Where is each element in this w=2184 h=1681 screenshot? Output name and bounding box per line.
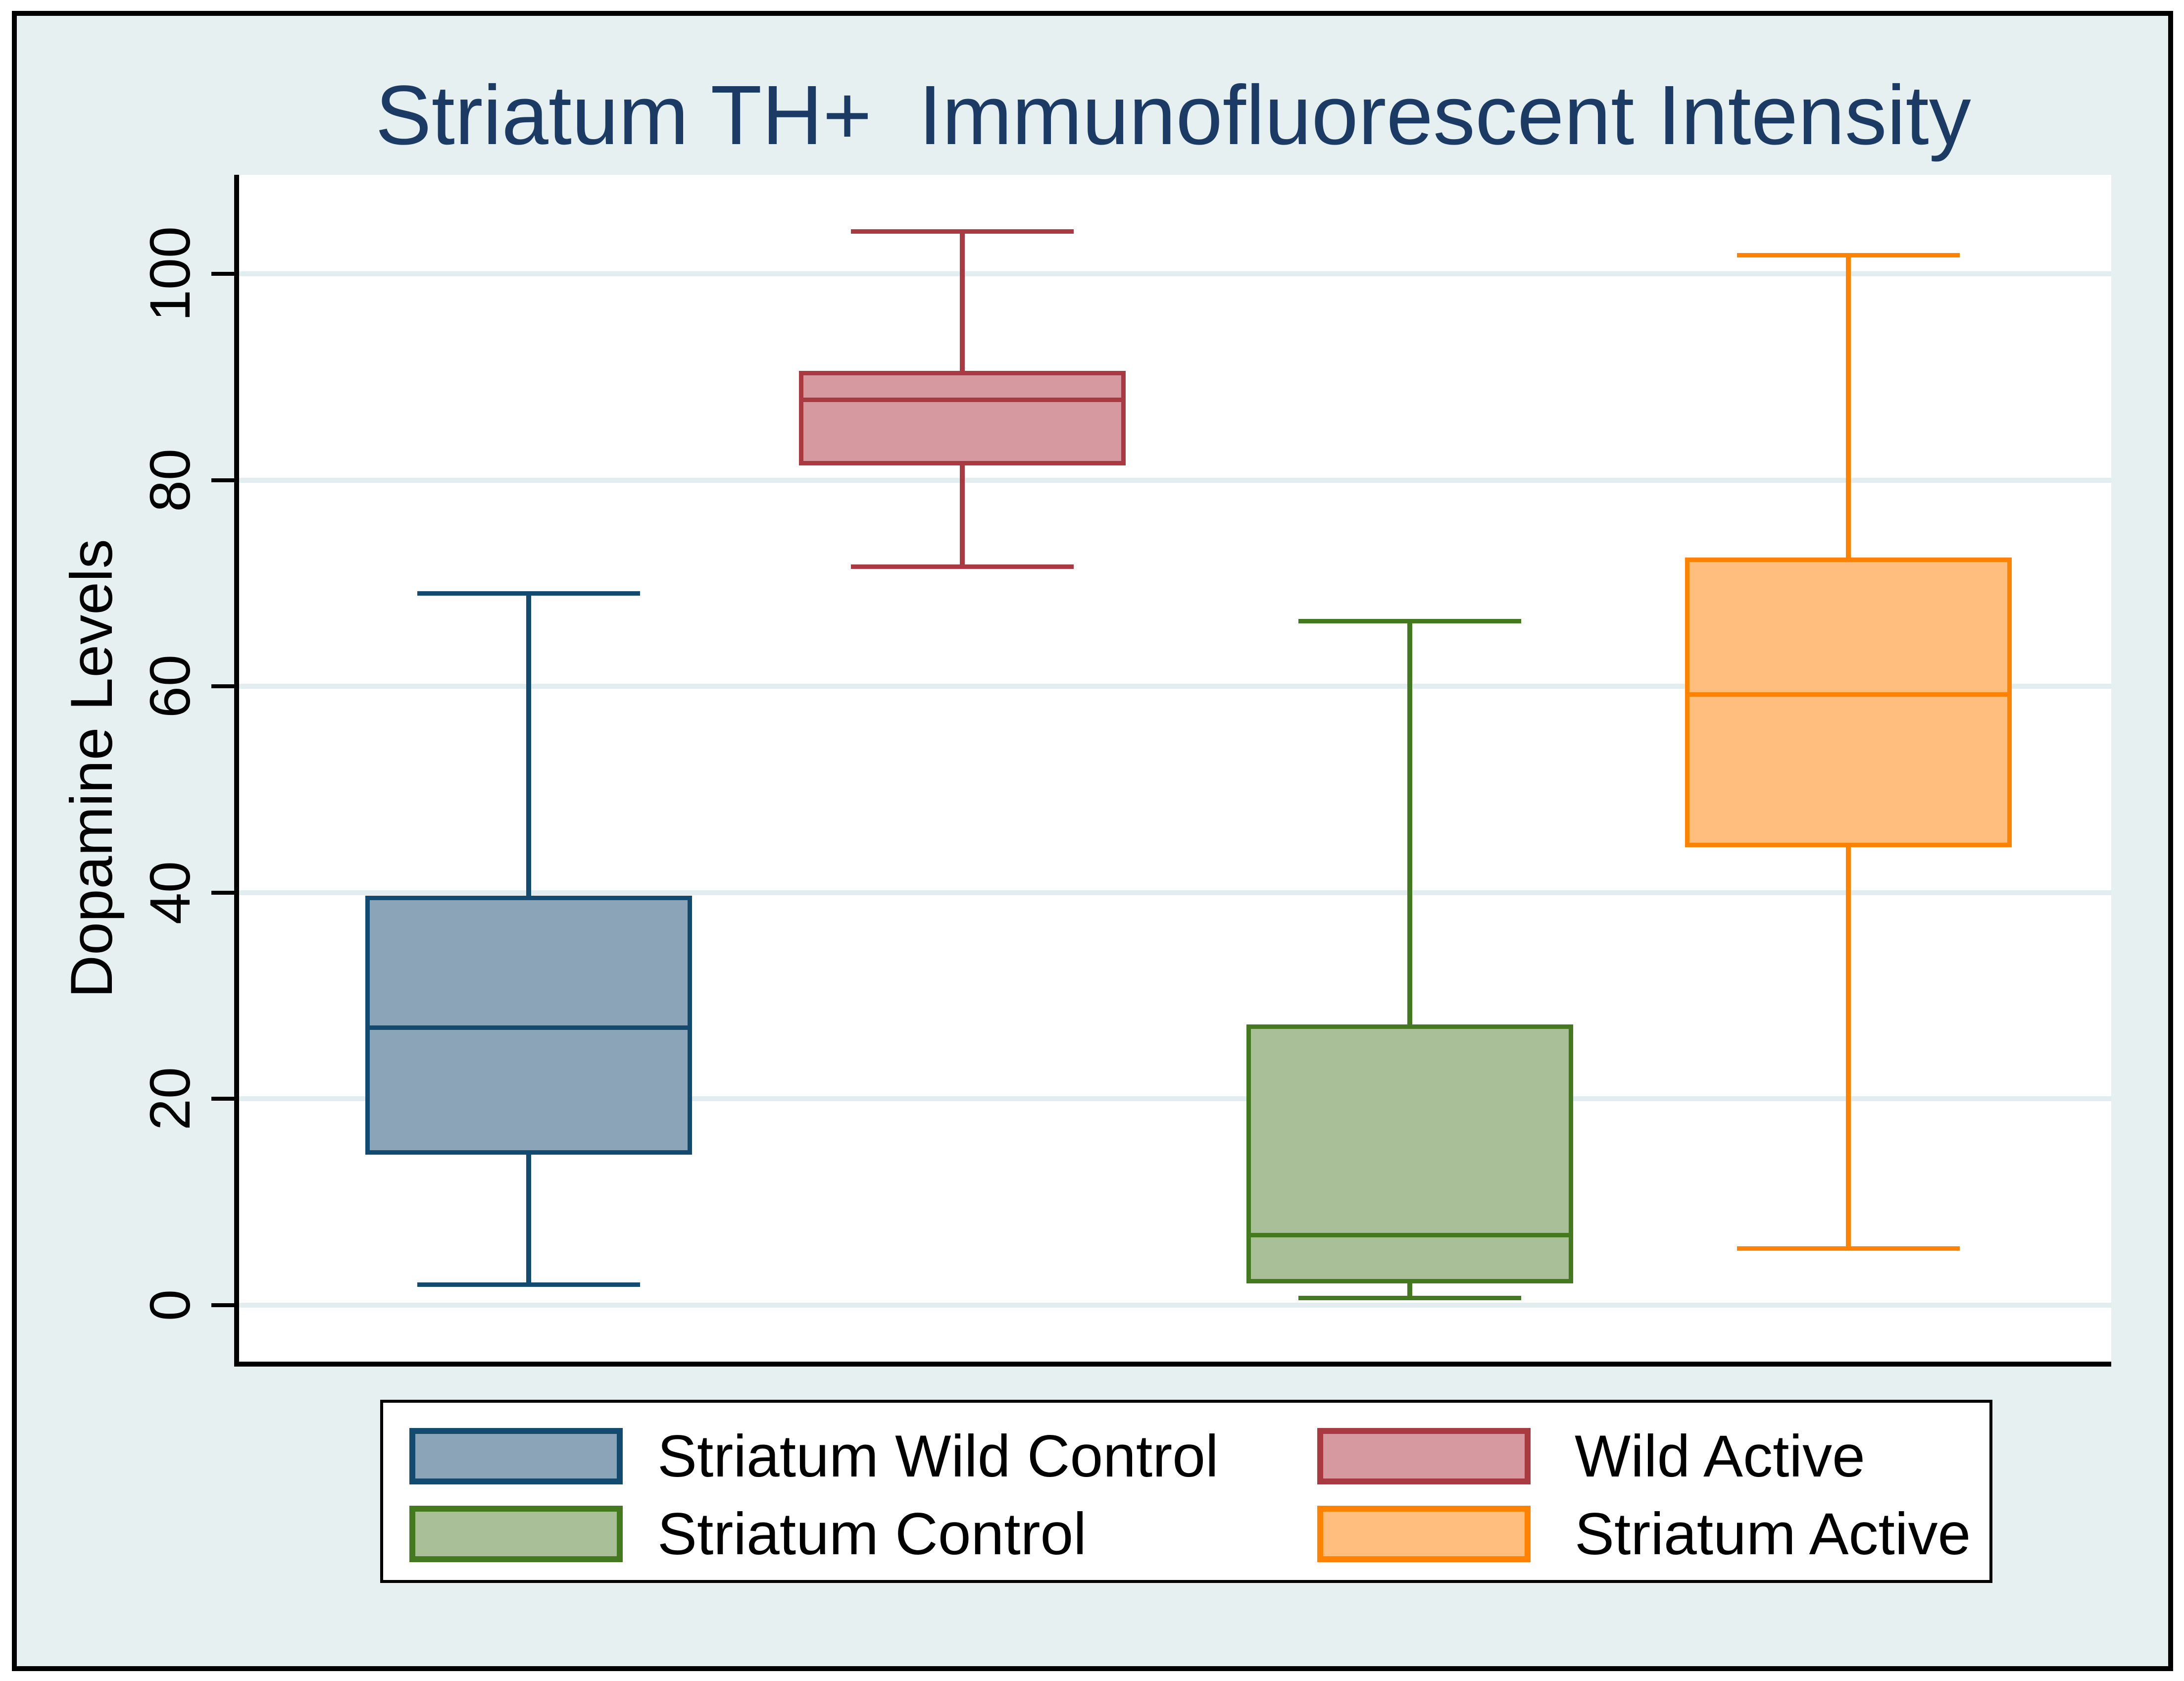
median-line xyxy=(799,397,1126,402)
whisker-cap-bottom xyxy=(417,1282,640,1287)
iqr-box xyxy=(1685,557,2012,848)
whisker-cap-bottom xyxy=(1737,1246,1960,1251)
y-tick-60 xyxy=(211,684,234,689)
y-axis-title: Dopamine Levels xyxy=(58,538,125,998)
gridline-100 xyxy=(239,271,2111,276)
iqr-box xyxy=(1246,1024,1573,1284)
chart-title: Striatum TH+ Immunofluorescent Intensity xyxy=(375,68,1971,162)
gridline-40 xyxy=(239,890,2111,895)
legend-swatch-striatum-wild-control xyxy=(409,1428,623,1484)
gridline-60 xyxy=(239,684,2111,689)
gridline-20 xyxy=(239,1096,2111,1102)
whisker-stem-top xyxy=(526,593,531,896)
plot-area xyxy=(239,175,2111,1362)
y-tick-100 xyxy=(211,272,234,276)
whisker-cap-top xyxy=(1298,619,1521,624)
y-tick-80 xyxy=(211,478,234,482)
legend-swatch-striatum-control xyxy=(409,1506,623,1562)
iqr-box xyxy=(365,896,692,1155)
gridline-80 xyxy=(239,477,2111,483)
whisker-stem-top xyxy=(1407,621,1412,1025)
whisker-stem-bottom xyxy=(1846,847,1851,1249)
legend-label-striatum-control: Striatum Control xyxy=(657,1501,1087,1567)
whisker-stem-top xyxy=(960,231,965,371)
legend: Striatum Wild Control Wild Active Striatum… xyxy=(380,1400,1992,1583)
whisker-stem-bottom xyxy=(1407,1283,1412,1298)
gridline-0 xyxy=(239,1303,2111,1308)
whisker-cap-top xyxy=(851,229,1074,234)
median-line xyxy=(365,1025,692,1030)
whisker-stem-bottom xyxy=(960,465,965,567)
whisker-cap-top xyxy=(1737,253,1960,257)
whisker-stem-top xyxy=(1846,255,1851,558)
y-axis-line xyxy=(234,175,239,1367)
y-tick-20 xyxy=(211,1097,234,1101)
y-tick-label-0: 0 xyxy=(139,1289,202,1321)
legend-label-wild-active: Wild Active xyxy=(1575,1423,1865,1489)
y-tick-0 xyxy=(211,1303,234,1307)
iqr-box xyxy=(799,370,1126,466)
whisker-cap-bottom xyxy=(1298,1295,1521,1300)
y-tick-label-60: 60 xyxy=(139,655,202,718)
y-tick-label-40: 40 xyxy=(139,861,202,924)
y-tick-label-80: 80 xyxy=(139,448,202,512)
x-axis-line xyxy=(234,1362,2111,1367)
y-tick-40 xyxy=(211,890,234,895)
y-tick-label-20: 20 xyxy=(139,1067,202,1131)
legend-swatch-wild-active xyxy=(1317,1428,1531,1484)
legend-label-striatum-wild-control: Striatum Wild Control xyxy=(657,1423,1219,1489)
legend-swatch-striatum-active xyxy=(1317,1506,1531,1562)
median-line xyxy=(1246,1232,1573,1237)
y-tick-label-100: 100 xyxy=(139,226,202,321)
whisker-cap-top xyxy=(417,591,640,596)
legend-label-striatum-active: Striatum Active xyxy=(1575,1501,1971,1567)
median-line xyxy=(1685,692,2012,697)
whisker-stem-bottom xyxy=(526,1154,531,1285)
whisker-cap-bottom xyxy=(851,564,1074,569)
